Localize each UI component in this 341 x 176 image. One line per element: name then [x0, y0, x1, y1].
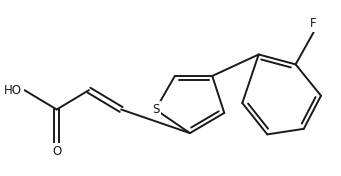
Text: S: S — [152, 103, 159, 116]
Text: O: O — [52, 145, 61, 158]
Text: F: F — [310, 17, 317, 30]
Text: HO: HO — [4, 84, 22, 97]
